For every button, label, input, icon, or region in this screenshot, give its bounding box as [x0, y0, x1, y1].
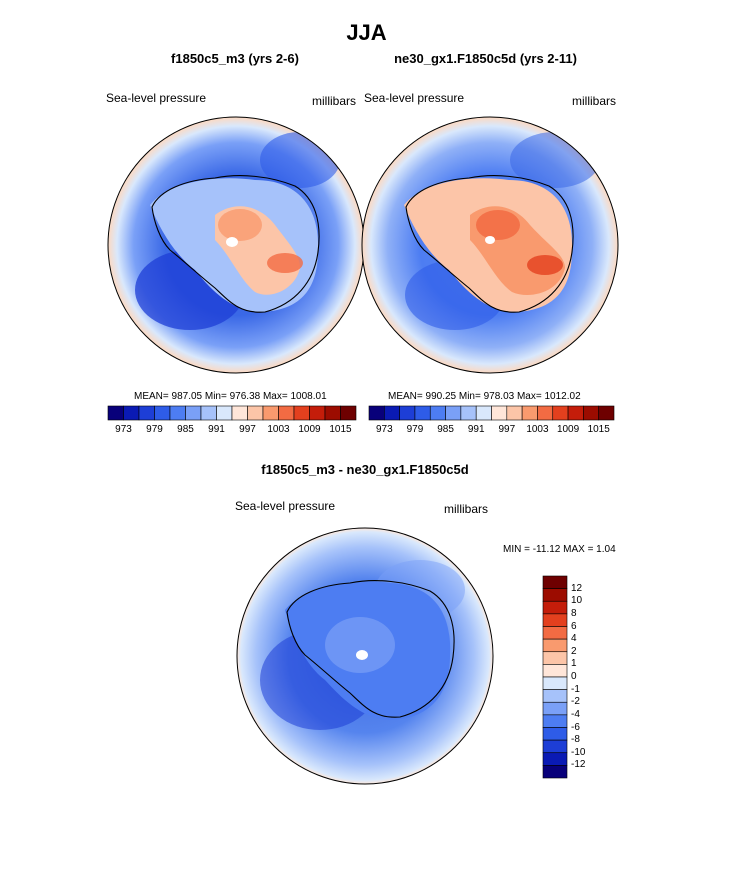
colorbar-panel1-swatch [309, 405, 326, 421]
colorbar-panel1-swatch [107, 405, 124, 421]
colorbar-panel3-swatch [542, 626, 568, 640]
colorbar-panel3-tick-label: 4 [571, 633, 577, 645]
colorbar-panel3-tick-label: 1 [571, 658, 577, 670]
colorbar-panel1-swatch [154, 405, 171, 421]
colorbar-panel2-swatch [414, 405, 431, 421]
colorbar-panel1-swatch [169, 405, 186, 421]
panel3-title: f1850c5_m3 - ne30_gx1.F1850c5d [261, 462, 469, 477]
colorbar-panel3-tick-label: -1 [571, 683, 580, 695]
colorbar-panel1-swatch [185, 405, 202, 421]
panel1-stats: MEAN= 987.05 Min= 976.38 Max= 1008.01 [134, 391, 327, 402]
colorbar-panel1 [107, 405, 357, 421]
colorbar-panel3-tick-label: 8 [571, 607, 577, 619]
colorbar-panel3-tick-label: 2 [571, 645, 577, 657]
colorbar-panel3-swatch [542, 676, 568, 690]
colorbar-panel2-swatch [460, 405, 477, 421]
colorbar-panel2-swatch [384, 405, 400, 421]
colorbar-panel1-swatch [231, 405, 248, 421]
colorbar-panel1-swatch [200, 405, 217, 421]
colorbar-panel2-tick-label: 973 [375, 424, 393, 435]
colorbar-panel1-tick-label: 979 [146, 424, 163, 435]
colorbar-panel1-swatch [138, 405, 155, 421]
panel1-variable-label: Sea-level pressure [106, 91, 207, 105]
colorbar-panel3-tick-label: -2 [571, 696, 580, 708]
colorbar-panel3-tick-label: 0 [571, 671, 577, 682]
colorbar-panel2-swatch [445, 405, 462, 421]
panel2-title: ne30_gx1.F1850c5d (yrs 2-11) [394, 51, 577, 66]
colorbar-panel3-swatch [542, 600, 568, 615]
colorbar-panel3-tick-label: -6 [571, 721, 580, 733]
colorbar-panel2-swatch [521, 405, 538, 421]
panel2-units-label: millibars [572, 94, 617, 108]
colorbar-panel3-swatch [542, 714, 568, 728]
colorbar-panel1-swatch [324, 405, 341, 421]
colorbar-panel3-swatch [542, 701, 568, 716]
colorbar-panel3-tick-label: -8 [571, 734, 580, 746]
figure-title: JJA [346, 20, 387, 45]
colorbar-panel3-swatch [542, 638, 568, 653]
colorbar-panel2-tick-label: 1015 [587, 424, 610, 435]
map-panel1 [107, 116, 365, 374]
map-panel2 [361, 116, 619, 374]
colorbar-panel1-tick-label: 1015 [329, 424, 352, 435]
colorbar-panel1-tick-label: 985 [177, 424, 194, 435]
colorbar-panel1-tick-label: 1003 [267, 424, 290, 435]
colorbar-panel2-swatch [583, 405, 599, 421]
colorbar-panel2-swatch [598, 405, 615, 421]
colorbar-panel1-swatch [293, 405, 310, 421]
colorbar-panel2 [368, 405, 615, 421]
colorbar-panel3-swatch [542, 689, 568, 703]
colorbar-panel1-swatch [216, 405, 233, 421]
colorbar-panel3-swatch [542, 739, 568, 754]
colorbar-panel2-swatch [567, 405, 584, 421]
colorbar-panel2-swatch [475, 405, 492, 421]
colorbar-panel2-tick-label: 991 [467, 424, 485, 435]
panel1-title: f1850c5_m3 (yrs 2-6) [171, 51, 299, 66]
colorbar-panel2-tick-label: 985 [437, 424, 454, 435]
colorbar-panel3-tick-label: 10 [571, 595, 583, 607]
colorbar-panel2-swatch [368, 405, 385, 421]
panel3-stats: MIN = -11.12 MAX = 1.04 [503, 544, 616, 555]
colorbar-panel2-swatch [399, 405, 416, 421]
colorbar-panel2-tick-label: 1009 [556, 424, 580, 435]
colorbar-panel3-swatch [542, 651, 568, 665]
panel1-units-label: millibars [312, 94, 357, 108]
colorbar-panel3-tick-label: 6 [571, 620, 577, 632]
colorbar-panel2-tick-label: 1003 [526, 424, 549, 435]
colorbar-panel3-tick-label: 12 [571, 582, 583, 594]
colorbar-panel3-swatch [542, 727, 568, 741]
colorbar-panel2-tick-label: 997 [498, 424, 516, 435]
colorbar-panel3-swatch [542, 765, 568, 779]
panel3-units-label: millibars [444, 502, 489, 516]
colorbar-panel2-swatch [491, 405, 508, 421]
colorbar-panel3-tick-label: -10 [571, 746, 586, 758]
colorbar-panel1-tick-label: 991 [208, 424, 225, 435]
colorbar-panel1-tick-label: 973 [115, 424, 132, 435]
colorbar-panel3-swatch [542, 664, 568, 678]
colorbar-panel1-tick-label: 997 [239, 424, 256, 435]
panel3-variable-label: Sea-level pressure [235, 499, 336, 513]
colorbar-panel3-swatch [542, 588, 568, 602]
colorbar-panel1-swatch [340, 405, 357, 421]
colorbar-panel3-swatch [542, 613, 568, 627]
colorbar-panel2-swatch [506, 405, 523, 421]
colorbar-panel3-swatch [542, 575, 568, 589]
colorbar-panel1-swatch [278, 405, 295, 421]
colorbar-panel1-swatch [123, 405, 140, 421]
colorbar-panel1-swatch [262, 405, 279, 421]
panel2-stats: MEAN= 990.25 Min= 978.03 Max= 1012.02 [388, 391, 581, 402]
colorbar-panel2-tick-label: 979 [406, 424, 424, 435]
colorbar-panel3-tick-label: -4 [571, 708, 580, 720]
map-panel3 [236, 527, 494, 785]
colorbar-panel3-tick-label: -12 [571, 759, 586, 771]
panel2-variable-label: Sea-level pressure [364, 91, 465, 105]
colorbar-panel2-swatch [552, 405, 569, 421]
colorbar-panel2-swatch [537, 405, 554, 421]
colorbar-panel2-swatch [429, 405, 446, 421]
colorbar-panel1-swatch [247, 405, 264, 421]
colorbar-panel1-tick-label: 1009 [298, 424, 321, 435]
colorbar-panel3 [542, 575, 568, 779]
colorbar-panel3-swatch [542, 752, 568, 766]
